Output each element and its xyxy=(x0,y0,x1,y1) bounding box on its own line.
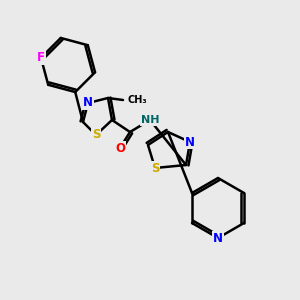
Text: S: S xyxy=(151,161,159,175)
Text: N: N xyxy=(83,97,93,110)
Text: CH₃: CH₃ xyxy=(127,95,147,105)
Text: O: O xyxy=(115,142,125,154)
Text: F: F xyxy=(37,51,45,64)
Text: NH: NH xyxy=(141,115,159,125)
Text: S: S xyxy=(92,128,100,142)
Text: N: N xyxy=(185,136,195,148)
Text: N: N xyxy=(213,232,223,244)
